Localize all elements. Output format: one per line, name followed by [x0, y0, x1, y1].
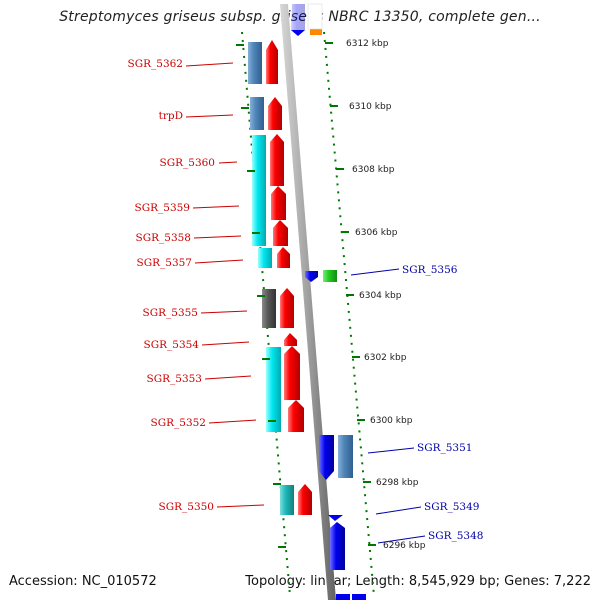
gene-sgr-5359[interactable] [271, 186, 286, 220]
gene-sgr-5353-cyan[interactable] [266, 347, 281, 432]
kbp-label: 6298 kbp [376, 478, 419, 488]
gene-label-sgr-5354[interactable]: SGR_5354 [144, 339, 200, 351]
gene-sgr-5362[interactable] [266, 40, 278, 84]
gene-top-blue[interactable] [291, 4, 305, 36]
gene-label-sgr-5357[interactable]: SGR_5357 [137, 257, 192, 269]
gene-label-sgr-5356[interactable]: SGR_5356 [402, 264, 458, 276]
gene-sgr-5350[interactable] [298, 484, 312, 515]
gene-sgr-5357[interactable] [277, 247, 290, 268]
gene-label-sgr-5362[interactable]: SGR_5362 [128, 58, 183, 70]
gene-label-trpd[interactable]: trpD [159, 110, 183, 122]
kbp-label: 6306 kbp [355, 228, 398, 238]
kbp-label: 6312 kbp [346, 39, 389, 49]
kbp-label: 6308 kbp [352, 165, 395, 175]
gene-sgr-5360[interactable] [270, 134, 284, 186]
right-tick-marks [325, 42, 376, 546]
gene-label-sgr-5352[interactable]: SGR_5352 [151, 417, 206, 429]
gene-top-white [307, 3, 323, 30]
gene-label-sgr-5355[interactable]: SGR_5355 [143, 307, 198, 319]
right-genes[interactable] [305, 270, 366, 600]
gene-top-blue-arrow[interactable] [291, 30, 305, 36]
gene-label-sgr-5353[interactable]: SGR_5353 [147, 373, 202, 385]
gene-trpd-steel[interactable] [250, 97, 264, 130]
accession-text: Accession: NC_010572 [9, 574, 157, 589]
gene-sgr-5357-cyan[interactable] [258, 248, 272, 268]
gene-trpd[interactable] [268, 97, 282, 130]
gene-sgr-5355-gray[interactable] [262, 289, 276, 328]
gene-bottom-blue-b[interactable] [352, 594, 366, 600]
gene-sgr-5351-steel[interactable] [338, 435, 353, 478]
gene-sgr-5355[interactable] [280, 288, 294, 328]
gene-label-sgr-5360[interactable]: SGR_5360 [160, 157, 215, 169]
kbp-label: 6304 kbp [359, 291, 402, 301]
gene-bottom-blue-a[interactable] [336, 594, 350, 600]
gene-label-sgr-5359[interactable]: SGR_5359 [135, 202, 190, 214]
gene-sgr-5354[interactable] [284, 333, 297, 346]
gene-sgr-5350-teal[interactable] [280, 485, 294, 515]
gene-sgr-5358[interactable] [273, 220, 288, 246]
kbp-label: 6310 kbp [349, 102, 392, 112]
gene-sgr-5352[interactable] [288, 400, 304, 432]
kbp-label: 6296 kbp [383, 541, 426, 551]
left-genes[interactable] [248, 40, 312, 515]
kbp-labels: 6312 kbp 6310 kbp 6308 kbp 6306 kbp 6304… [346, 39, 426, 551]
gene-top-orange[interactable] [310, 29, 322, 35]
gene-sgr-5353[interactable] [284, 346, 300, 400]
kbp-label: 6302 kbp [364, 353, 407, 363]
gene-label-sgr-5348[interactable]: SGR_5348 [428, 530, 483, 542]
gene-sgr-5348[interactable] [330, 522, 345, 570]
gene-sgr-5349[interactable] [328, 515, 343, 521]
left-tick-marks [236, 44, 286, 548]
gene-sgr-5351[interactable] [319, 435, 334, 480]
right-leader-lines [350, 268, 426, 544]
kbp-label: 6300 kbp [370, 416, 413, 426]
left-gene-labels[interactable]: SGR_5362 trpD SGR_5360 SGR_5359 SGR_5358… [128, 58, 215, 513]
right-gene-labels[interactable]: SGR_5356 SGR_5351 SGR_5349 SGR_5348 [402, 264, 483, 542]
left-leader-lines [185, 62, 265, 508]
gene-sgr-5362-steel[interactable] [248, 42, 262, 84]
right-dotted-boundary [323, 31, 375, 597]
gene-sgr-5356[interactable] [305, 271, 318, 282]
top-genes[interactable] [291, 3, 323, 36]
gene-label-sgr-5349[interactable]: SGR_5349 [424, 501, 479, 513]
gene-label-sgr-5350[interactable]: SGR_5350 [159, 501, 214, 513]
gene-sgr-5360-cyan[interactable] [252, 135, 266, 246]
gene-label-sgr-5358[interactable]: SGR_5358 [136, 232, 191, 244]
gene-label-sgr-5351[interactable]: SGR_5351 [417, 442, 472, 454]
gene-sgr-5356-green[interactable] [323, 270, 337, 282]
